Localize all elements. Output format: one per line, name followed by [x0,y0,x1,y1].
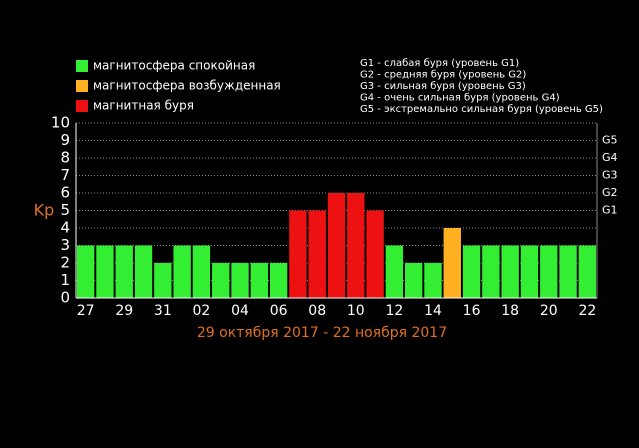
bar [385,245,404,298]
bar [308,210,326,298]
bar [424,263,442,298]
x-tick-label: 18 [501,303,519,319]
x-tick-label: 10 [347,303,365,319]
bar [366,210,384,298]
storm-level-note: G3 - сильная буря (уровень G3) [360,81,526,92]
bar [154,263,172,298]
y2-tick-label: G4 [602,151,618,164]
storm-level-note: G4 - очень сильная буря (уровень G4) [360,93,560,104]
storm-level-note: G1 - слабая буря (уровень G1) [360,58,519,69]
bar [520,245,539,298]
bar [559,245,577,298]
y-tick-label: 1 [60,271,70,289]
x-tick-label: 22 [578,303,596,319]
x-tick-label: 04 [231,303,249,319]
bar [250,263,268,298]
bar [482,245,500,298]
bar [540,245,558,298]
x-tick-label: 31 [154,303,172,319]
bar [578,245,597,298]
bar [289,210,307,298]
y-tick-label: 9 [60,131,70,149]
y-tick-label: 2 [60,254,70,272]
y-tick-label: 4 [60,219,70,237]
x-tick-label: 14 [424,303,442,319]
bar [212,263,230,298]
legend-swatch [76,60,88,72]
bar [192,245,211,298]
x-tick-label: 29 [115,303,133,319]
bar [269,263,288,298]
bar [347,193,365,298]
y-tick-label: 5 [60,201,70,219]
bar [443,228,461,298]
bar [173,245,191,298]
storm-level-note: G5 - экстремально сильная буря (уровень … [360,104,603,115]
legend-swatch [76,100,88,112]
bar [405,263,423,298]
bar [96,245,114,298]
bar [501,245,519,298]
y-tick-label: 0 [60,289,70,307]
legend-label: магнитная буря [93,99,194,113]
bar [327,193,346,298]
bar [231,263,249,298]
y-tick-label: 7 [60,166,70,184]
bar [462,245,481,298]
y2-tick-label: G2 [602,186,618,199]
y-tick-label: 6 [60,184,70,202]
legend-label: магнитосфера спокойная [93,59,255,73]
x-tick-label: 02 [193,303,211,319]
x-tick-label: 20 [540,303,558,319]
x-tick-label: 08 [308,303,326,319]
bar [115,245,133,298]
storm-level-note: G2 - средняя буря (уровень G2) [360,70,526,81]
y-tick-label: 10 [51,114,70,132]
x-tick-label: 27 [77,303,95,319]
x-tick-label: 12 [385,303,403,319]
x-tick-label: 06 [270,303,288,319]
y2-tick-label: G5 [602,134,618,147]
legend-label: магнитосфера возбужденная [93,79,281,93]
x-tick-label: 16 [463,303,481,319]
y-tick-label: 8 [60,149,70,167]
y2-tick-label: G3 [602,169,618,182]
x-axis-label: 29 октября 2017 - 22 ноября 2017 [197,325,447,341]
legend-swatch [76,80,88,92]
y-axis-label: Kp [34,201,55,220]
y2-tick-label: G1 [602,204,618,217]
bar [134,245,153,298]
bar [76,245,95,298]
y-tick-label: 3 [60,236,70,254]
